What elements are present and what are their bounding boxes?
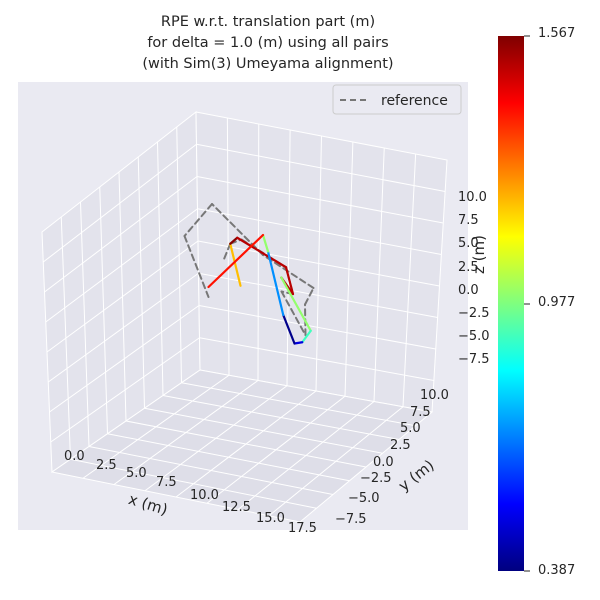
- grid-line-right-h: [197, 240, 440, 287]
- colorbar-gradient: [498, 36, 524, 571]
- x-tick-0: 0.0: [64, 449, 85, 464]
- grid-line-right-h: [198, 305, 436, 350]
- estimate-segment: [293, 341, 304, 345]
- grid-line-floor-2: [237, 401, 375, 510]
- pane-floor: [50, 369, 434, 523]
- z-tick-5: −2.5: [458, 306, 490, 321]
- estimate-segment: [261, 233, 270, 253]
- x-tick-1: 2.5: [96, 458, 117, 473]
- grid-line-left-h: [49, 305, 200, 413]
- estimate-segment: [207, 233, 265, 289]
- x-tick-labels: 0.0 2.5 5.0 7.5 10.0 12.5 15.0 17.5: [64, 449, 317, 536]
- x-tick-7: 17.5: [288, 521, 317, 536]
- reference-segment: [211, 203, 264, 256]
- reference-segment: [183, 203, 213, 237]
- colorbar-label-mid: 0.977: [538, 295, 576, 310]
- colorbar-label-min: 0.387: [538, 563, 576, 578]
- y-tick-1: −5.0: [348, 491, 380, 506]
- z-tick-0: 10.0: [458, 190, 487, 205]
- x-tick-2: 5.0: [126, 466, 147, 481]
- z-tick-7: −7.5: [458, 352, 490, 367]
- z-tick-6: −5.0: [458, 329, 490, 344]
- estimate-segment: [266, 250, 285, 317]
- title-line-3: (with Sim(3) Umeyama alignment): [142, 56, 394, 72]
- y-tick-6: 7.5: [410, 405, 431, 420]
- x-tick-4: 10.0: [190, 488, 219, 503]
- reference-segment: [183, 235, 210, 298]
- grid-line-left: [137, 156, 145, 409]
- estimate-segment: [229, 242, 242, 287]
- z-tick-3: 2.5: [458, 260, 479, 275]
- reference-segment: [304, 287, 315, 306]
- grid-line-left-h: [50, 337, 200, 443]
- estimate-segment: [280, 276, 312, 332]
- legend-box: [332, 84, 462, 115]
- title-line-1: RPE w.r.t. translation part (m): [160, 14, 376, 30]
- estimate-segment: [301, 329, 312, 344]
- y-tick-0: −7.5: [335, 512, 367, 527]
- reference-segment: [262, 254, 315, 289]
- y-tick-3: 0.0: [373, 455, 394, 470]
- grid-line-right: [402, 153, 417, 407]
- reference-segment: [223, 242, 232, 260]
- x-tick-3: 7.5: [156, 475, 177, 490]
- y-tick-7: 10.0: [420, 388, 449, 403]
- grid-line-left-h: [46, 240, 199, 353]
- estimate-segment: [282, 313, 296, 345]
- reference-segment: [280, 290, 307, 337]
- y-tick-5: 5.0: [400, 421, 421, 436]
- grid-line-floor-2: [175, 390, 317, 498]
- estimate-segment: [284, 266, 295, 296]
- grid-line-floor: [144, 407, 383, 454]
- z-tick-4: 0.0: [458, 283, 479, 298]
- grid-line-floor: [162, 395, 400, 440]
- grid-line-floor-2: [268, 406, 404, 517]
- colorbar: [498, 35, 530, 572]
- y-tick-labels: −7.5 −5.0 −2.5 0.0 2.5 5.0 7.5 10.0: [335, 388, 449, 527]
- title-line-2: for delta = 1.0 (m) using all pairs: [147, 35, 389, 51]
- estimate-segment: [236, 236, 288, 269]
- x-tick-6: 15.0: [256, 511, 285, 526]
- z-tick-1: 7.5: [458, 213, 479, 228]
- y-tick-2: −2.5: [360, 471, 392, 486]
- legend-reference-label: reference: [381, 93, 448, 109]
- grid-line-right: [373, 147, 385, 402]
- grid-line-floor-2: [206, 395, 346, 504]
- grid-line-right: [344, 141, 354, 397]
- estimate-trajectory: [207, 233, 312, 345]
- z-tick-labels: 10.0 7.5 5.0 2.5 0.0 −2.5 −5.0 −7.5: [458, 190, 490, 367]
- colorbar-label-max: 1.567: [538, 26, 576, 41]
- z-tick-2: 5.0: [458, 236, 479, 251]
- x-tick-5: 12.5: [222, 500, 251, 515]
- grid-line-left: [157, 141, 164, 396]
- grid-line-right-h: [199, 337, 434, 381]
- estimate-segment: [229, 236, 239, 245]
- grid-line-left: [176, 126, 182, 383]
- legend: reference: [332, 84, 462, 115]
- grid-line-left-h: [47, 272, 199, 383]
- y-tick-4: 2.5: [390, 438, 411, 453]
- z-axis-label: z (m): [470, 235, 488, 274]
- grid-line-floor: [181, 382, 416, 427]
